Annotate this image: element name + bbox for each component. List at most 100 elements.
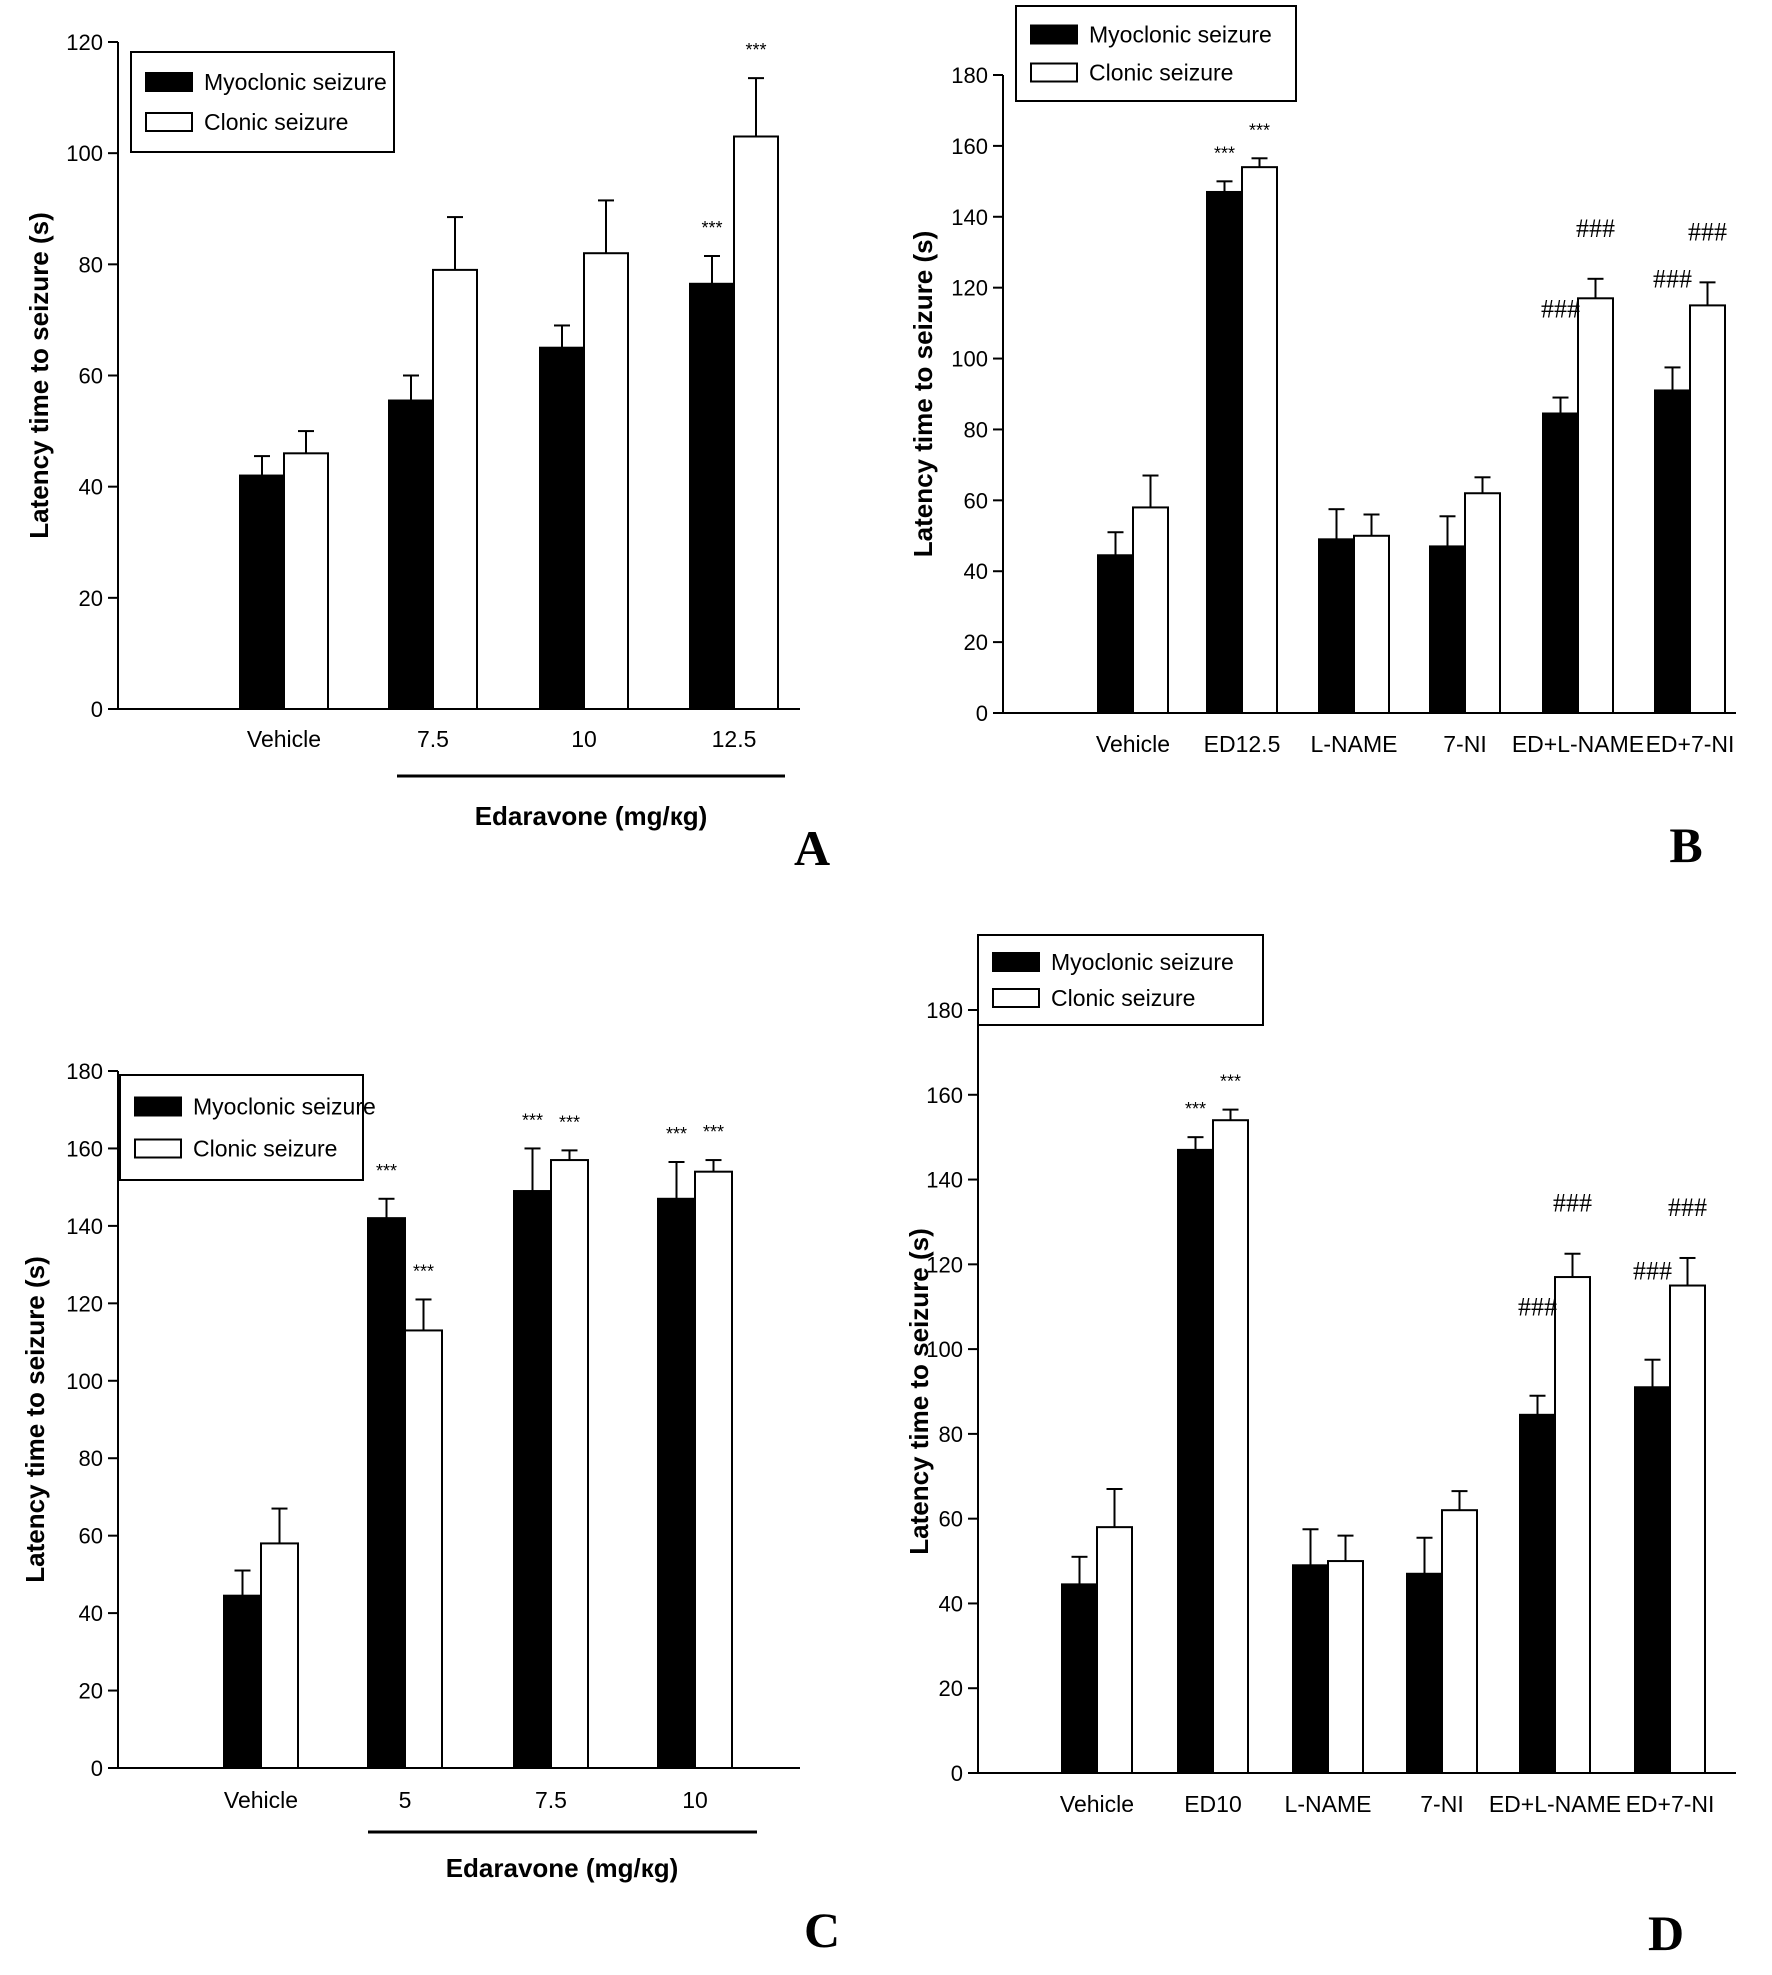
myoclonic-bar [539,346,585,710]
legend-label-myoclonic: Myoclonic seizure [1051,949,1234,975]
panel-d: 0 20 40 60 80 100 120 140 160 180 Latency time to … [886,900,1772,1975]
clonic-bar [283,452,329,711]
x-category-label: 10 [571,726,597,752]
y-tick-label: 0 [951,1761,963,1786]
clonic-bar [1689,304,1726,714]
legend-swatch-clonic [992,988,1040,1008]
significance-label: ### [1668,1193,1707,1222]
y-tick-label: 180 [66,1059,103,1084]
x-category-label: L-NAME [1311,731,1398,757]
myoclonic-bar [657,1197,696,1769]
significance-label: *** [703,1122,724,1142]
x-axis-label: Edaravone (mg/кg) [475,801,708,831]
myoclonic-bar [1097,554,1134,714]
x-category-label: 7-NI [1420,1791,1463,1817]
clonic-bar [550,1159,589,1769]
chart-a: 0 20 40 60 80 100 120 Latency time to seizure (… [24,30,830,876]
legend-swatch-clonic [1030,62,1078,83]
myoclonic-bar [1429,545,1466,715]
legend-box [119,1074,364,1181]
clonic-bar [1096,1526,1133,1775]
y-tick-label: 120 [66,1291,103,1316]
y-tick-label: 60 [79,364,103,389]
significance-label: ### [1576,214,1615,243]
y-tick-label: 0 [91,1756,103,1781]
x-axis-label: Edaravone (mg/кg) [446,1853,679,1883]
x-category-label: ED+L-NAME [1489,1791,1621,1817]
clonic-bar [733,135,779,711]
panel-b: 0 20 40 60 80 100 120 140 160 180 Latency time to … [886,0,1772,900]
myoclonic-bar [1292,1564,1329,1774]
x-category-label: ED+7-NI [1646,731,1735,757]
clonic-bar [1327,1560,1364,1774]
y-axis-label: Latency time to seizure (s) [904,1228,934,1555]
significance-label: ### [1653,264,1692,293]
y-tick-label: 160 [66,1136,103,1161]
x-category-label: Vehicle [224,1787,298,1813]
y-tick-label: 0 [976,701,988,726]
significance-label: ### [1688,217,1727,246]
significance-label: *** [745,40,766,60]
y-tick-label: 100 [926,1337,963,1362]
legend-label-clonic: Clonic seizure [204,109,348,135]
y-tick-label: 100 [66,1369,103,1394]
significance-label: *** [522,1110,543,1130]
clonic-bar [1132,506,1169,714]
y-tick-label: 80 [964,417,988,442]
legend-swatch-clonic [134,1138,182,1159]
x-category-label: ED+L-NAME [1512,731,1644,757]
y-tick-label: 120 [66,30,103,55]
chart-d: 0 20 40 60 80 100 120 140 160 180 Latency time to … [904,934,1736,1961]
clonic-bar [404,1329,443,1769]
y-tick-label: 180 [926,998,963,1023]
clonic-bar [1353,534,1390,714]
significance-label: ### [1633,1257,1672,1286]
y-tick-label: 140 [951,205,988,230]
y-tick-label: 60 [939,1507,963,1532]
myoclonic-bar [1654,389,1691,714]
myoclonic-bar [239,474,285,710]
y-tick-label: 100 [951,347,988,372]
panel-letter: C [804,1902,840,1958]
y-tick-label: 40 [79,1601,103,1626]
significance-label: ### [1518,1293,1557,1322]
y-tick-label: 20 [79,586,103,611]
clonic-bar [1669,1284,1706,1774]
legend-label-myoclonic: Myoclonic seizure [204,69,387,95]
clonic-bar [1577,297,1614,714]
chart-c: 0 20 40 60 80 100 120 140 160 180 Latency time to … [20,1059,840,1958]
significance-label: ### [1553,1189,1592,1218]
legend-swatch-myoclonic [1030,24,1078,45]
clonic-bar [583,252,629,710]
x-category-label: 12.5 [712,726,757,752]
y-tick-label: 20 [939,1676,963,1701]
myoclonic-bar [1542,412,1579,714]
legend-label-clonic: Clonic seizure [1051,985,1195,1011]
x-category-label: ED12.5 [1204,731,1281,757]
y-axis-label: Latency time to seizure (s) [908,231,938,558]
x-category-label: Vehicle [247,726,321,752]
clonic-bar [1241,166,1278,714]
myoclonic-bar [1406,1572,1443,1774]
panel-c: 0 20 40 60 80 100 120 140 160 180 Latency time to … [0,900,886,1975]
myoclonic-bar [1061,1583,1098,1774]
y-tick-label: 40 [964,559,988,584]
y-axis-label: Latency time to seizure (s) [20,1256,50,1583]
x-category-label: 7.5 [417,726,449,752]
significance-label: ### [1541,295,1580,324]
clonic-bar [1554,1276,1591,1774]
myoclonic-bar [1318,538,1355,714]
significance-label: *** [701,218,722,238]
x-category-label: 7.5 [535,1787,567,1813]
x-category-label: ED10 [1184,1791,1242,1817]
legend-swatch-myoclonic [145,72,193,92]
y-tick-label: 40 [939,1591,963,1616]
y-tick-label: 20 [79,1679,103,1704]
legend-label-clonic: Clonic seizure [193,1136,337,1162]
y-tick-label: 80 [79,252,103,277]
myoclonic-bar [388,399,434,710]
y-axis-label: Latency time to seizure (s) [24,212,54,539]
y-tick-label: 60 [79,1524,103,1549]
y-tick-label: 0 [91,697,103,722]
y-tick-label: 20 [964,630,988,655]
